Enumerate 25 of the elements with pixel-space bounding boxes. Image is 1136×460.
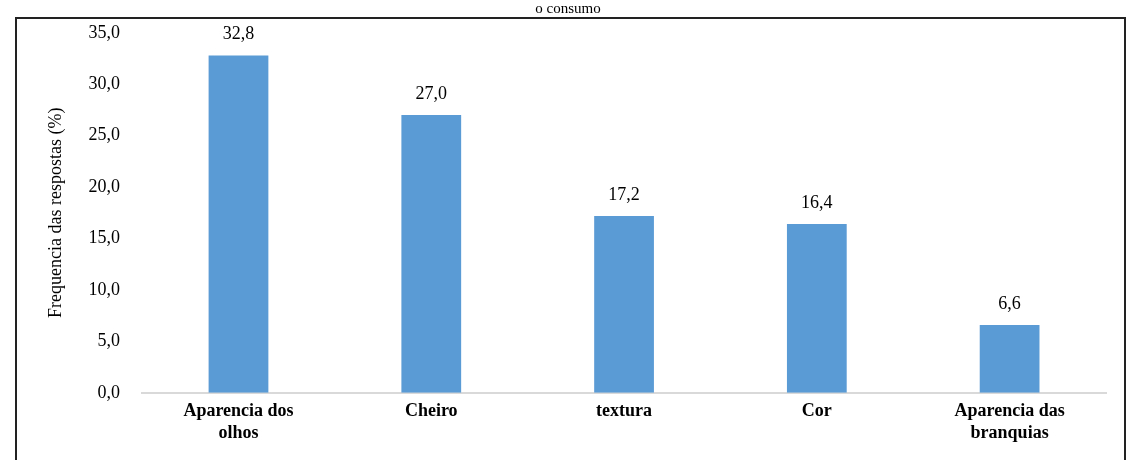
x-tick-label: Cor (801, 400, 832, 421)
y-tick-label: 20,0 (88, 175, 121, 196)
y-axis-title: Frequencia das respostas (%) (44, 107, 66, 319)
data-label: 17,2 (608, 183, 640, 204)
x-tick-label: Aparencia dos olhos (183, 400, 294, 442)
bar (979, 324, 1040, 393)
data-label: 16,4 (801, 191, 833, 212)
y-tick-label: 5,0 (97, 330, 121, 351)
x-tick-label: textura (596, 400, 653, 421)
chart-title: o consumo (534, 0, 602, 16)
bar (786, 224, 847, 393)
x-tick-label: Aparencia das branquias (954, 400, 1065, 442)
y-tick-label: 0,0 (97, 381, 121, 402)
y-tick-label: 30,0 (88, 72, 121, 93)
y-tick-label: 35,0 (88, 21, 121, 42)
data-label: 6,6 (998, 292, 1021, 313)
x-tick-label: Cheiro (404, 400, 458, 421)
data-label: 32,8 (222, 23, 255, 44)
data-label: 27,0 (415, 82, 448, 103)
y-tick-label: 10,0 (88, 278, 121, 299)
bar (594, 215, 654, 393)
y-tick-label: 15,0 (88, 227, 121, 248)
y-tick-label: 25,0 (88, 124, 121, 145)
bar (208, 55, 269, 393)
bar (401, 115, 462, 393)
